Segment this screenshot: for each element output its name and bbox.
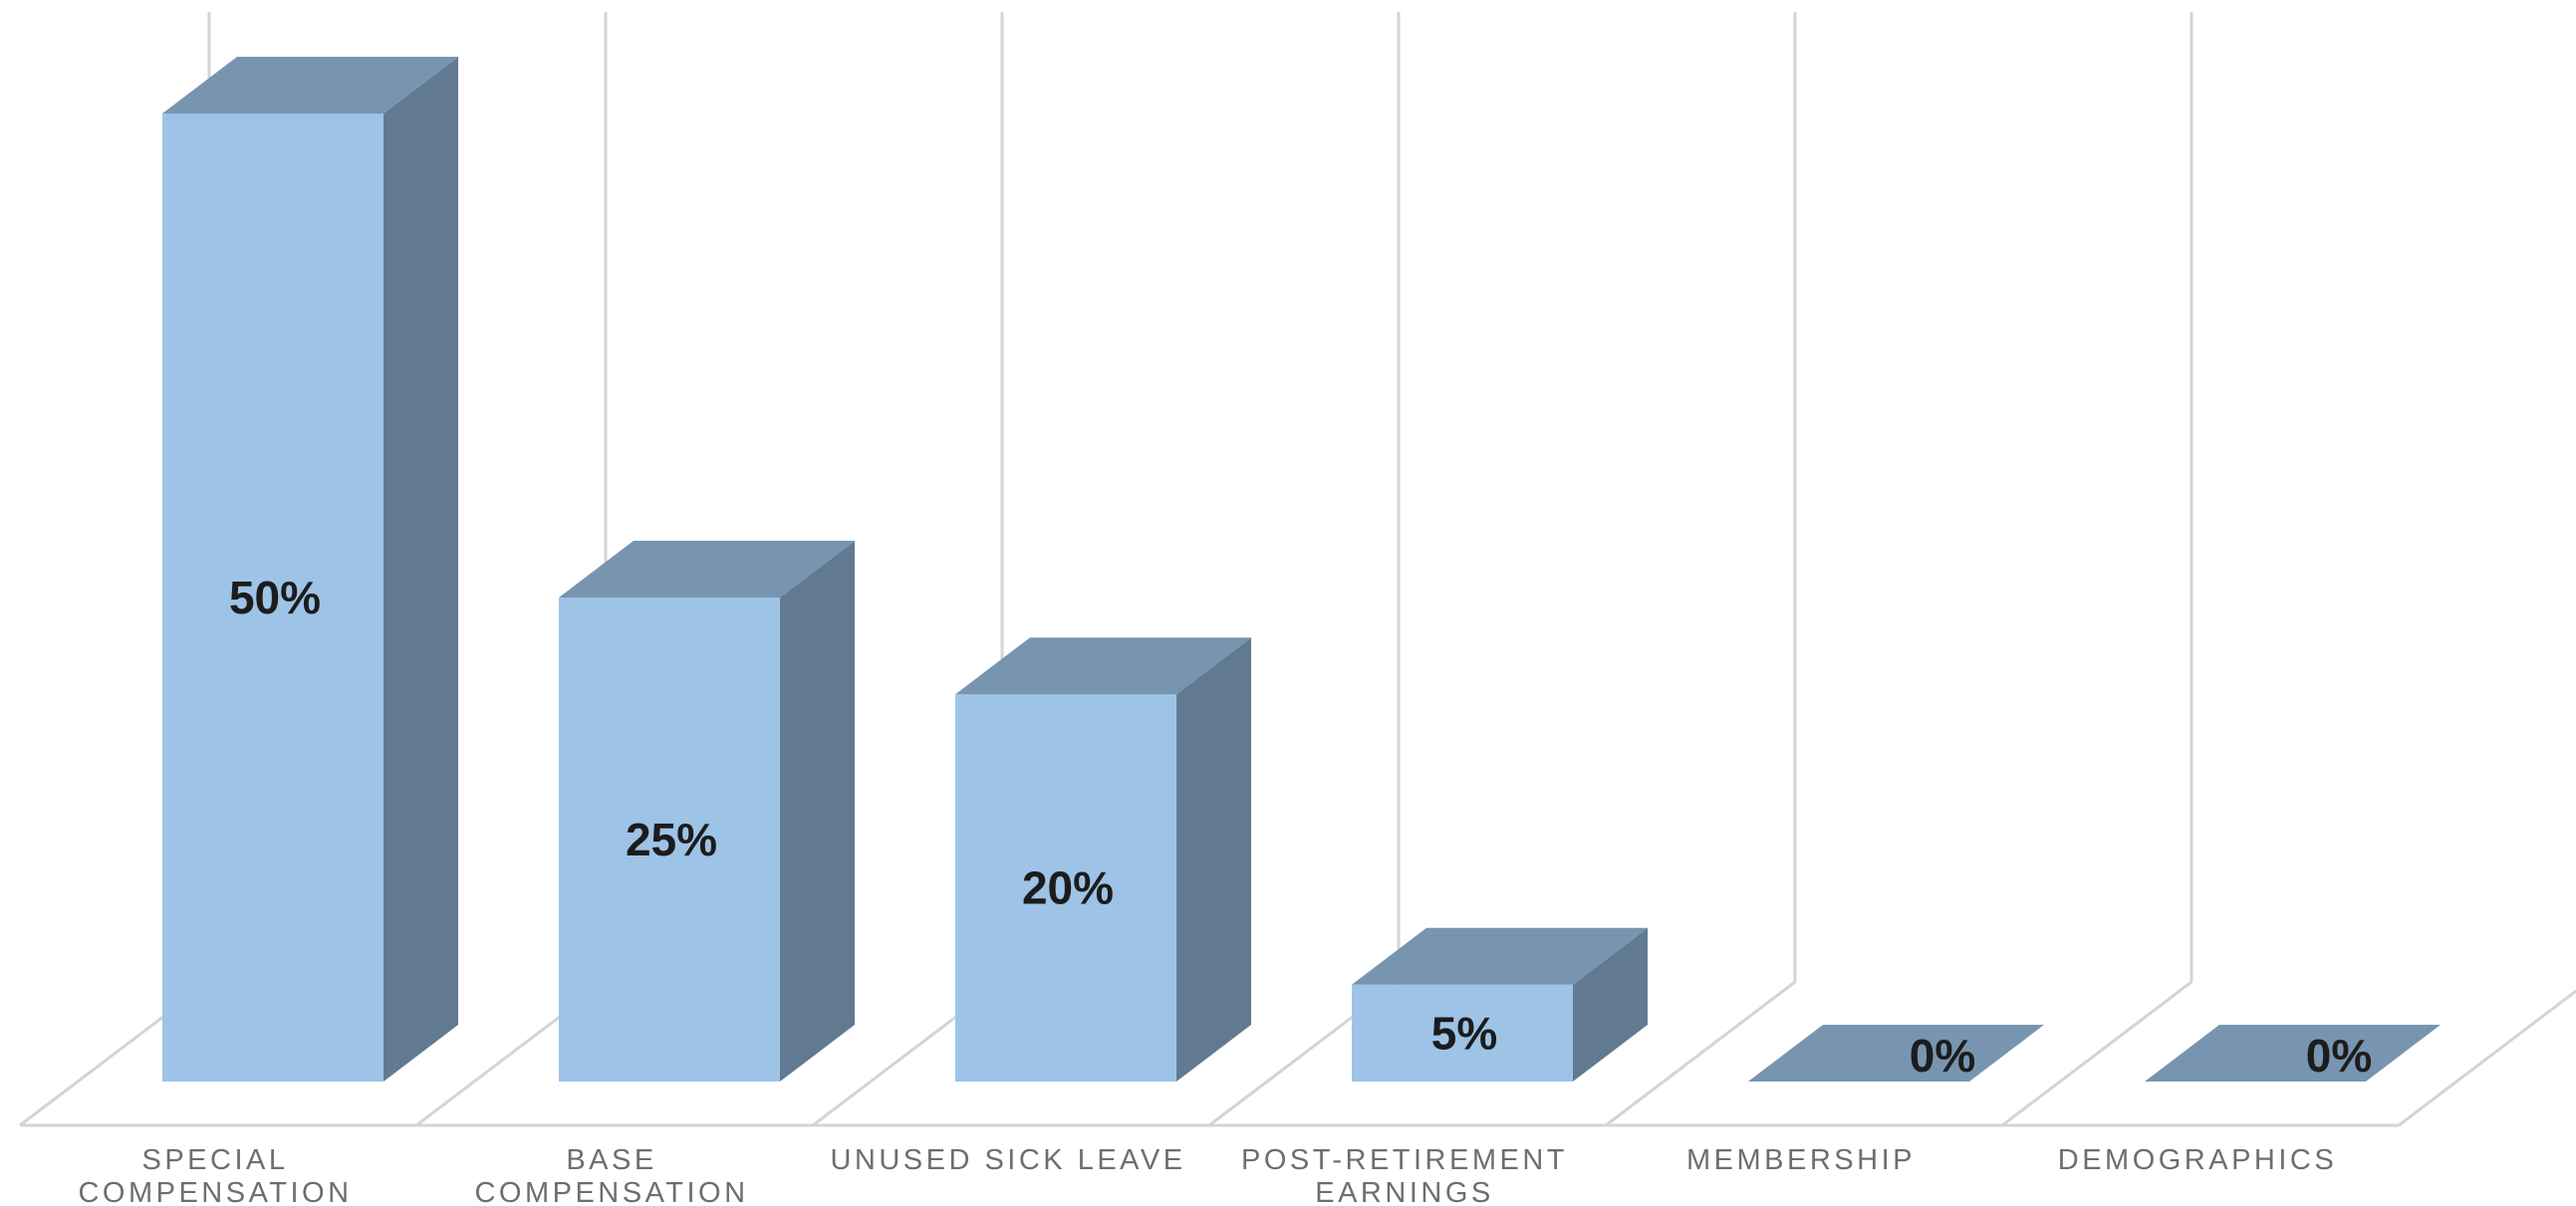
bar (559, 541, 855, 1082)
bar (1748, 1025, 2044, 1082)
bar (1352, 927, 1648, 1082)
data-label: 5% (1431, 1007, 1497, 1059)
data-label: 0% (2306, 1030, 2372, 1082)
category-label-line: COMPENSATION (78, 1177, 352, 1206)
category-label: SPECIAL COMPENSATION (78, 1144, 352, 1206)
bar-top-face (559, 541, 855, 598)
floor-divider-line (2398, 989, 2576, 1127)
bar-top-face (1352, 927, 1648, 985)
bar-side-face (1573, 927, 1648, 1082)
category-label: BASE COMPENSATION (474, 1144, 748, 1206)
category-label: MEMBERSHIP (1686, 1144, 1916, 1176)
data-label: 0% (1910, 1030, 1975, 1082)
bar (955, 637, 1251, 1082)
data-label: 20% (1022, 862, 1114, 914)
category-label-line: UNUSED SICK LEAVE (830, 1144, 1185, 1176)
category-label-line: MEMBERSHIP (1686, 1144, 1916, 1176)
bar-front-face (955, 694, 1176, 1082)
bar-group (162, 57, 2441, 1082)
category-label-line: COMPENSATION (474, 1177, 748, 1206)
bar (162, 57, 458, 1082)
bar-top-face (162, 57, 458, 114)
floor-divider-line (2001, 980, 2192, 1127)
bar-top-face (2145, 1025, 2441, 1082)
data-label: 25% (626, 814, 717, 865)
bar-side-face (384, 57, 458, 1082)
category-label-line: BASE (566, 1144, 656, 1176)
data-label-group: 50% 25% 20% 5% 0% 0% (229, 572, 2372, 1082)
category-label: POST-RETIREMENT EARNINGS (1241, 1144, 1568, 1206)
category-label-line: DEMOGRAPHICS (2058, 1144, 2337, 1176)
category-label-line: SPECIAL (142, 1144, 289, 1176)
category-label-line: POST-RETIREMENT (1241, 1144, 1568, 1176)
category-label: DEMOGRAPHICS (2058, 1144, 2337, 1176)
category-label-line: EARNINGS (1315, 1177, 1493, 1206)
bar (2145, 1025, 2441, 1082)
data-label: 50% (229, 572, 321, 623)
bar-side-face (780, 541, 855, 1082)
category-label: UNUSED SICK LEAVE (830, 1144, 1185, 1176)
bar-top-face (1748, 1025, 2044, 1082)
bar-front-face (1352, 984, 1573, 1082)
bar-front-face (559, 598, 780, 1082)
floor-divider-line (1605, 980, 1796, 1127)
bar-top-face (955, 637, 1251, 695)
bar-side-face (1176, 637, 1251, 1082)
bar-front-face (162, 114, 384, 1082)
